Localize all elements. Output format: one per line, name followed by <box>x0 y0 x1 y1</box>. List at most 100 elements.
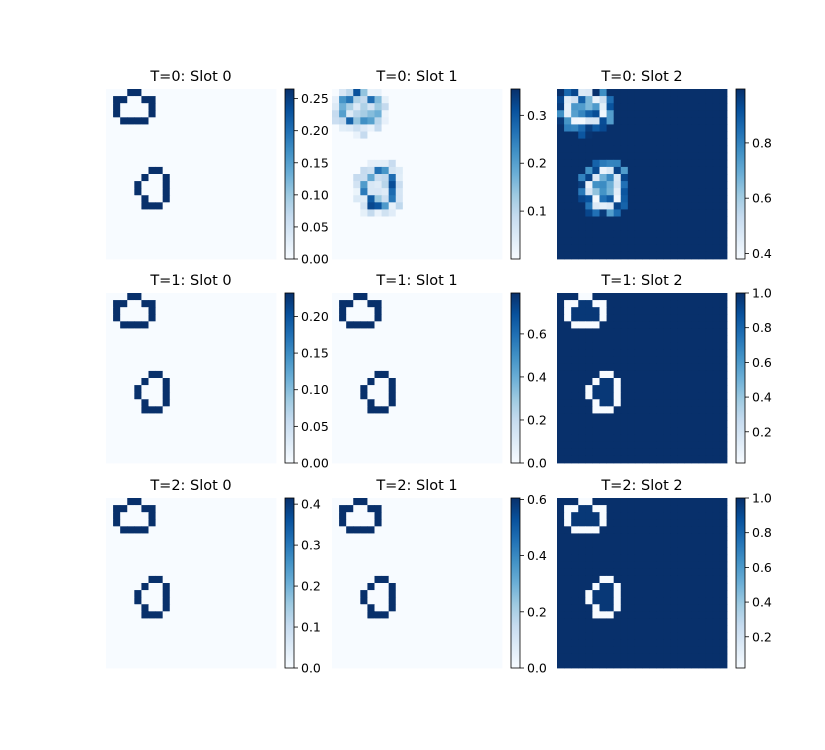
heatmap-cell <box>719 110 728 118</box>
heatmap-cell <box>705 124 714 132</box>
heatmap-cell <box>473 512 482 520</box>
heatmap-cell <box>155 540 164 548</box>
heatmap-cell <box>127 420 135 428</box>
heatmap-cell <box>712 363 721 372</box>
heatmap-cell <box>360 441 368 450</box>
heatmap-cell <box>106 300 114 308</box>
heatmap-cell <box>268 103 277 111</box>
heatmap-cell <box>466 547 475 556</box>
heatmap-cell <box>113 166 121 175</box>
heatmap-cell <box>613 131 622 139</box>
heatmap-cell <box>677 223 685 232</box>
heatmap-cell <box>198 547 206 556</box>
heatmap-cell <box>141 392 149 400</box>
heatmap-cell <box>261 300 270 308</box>
heatmap-cell <box>473 604 482 612</box>
heatmap-cell <box>487 335 496 343</box>
heatmap-cell <box>162 195 171 203</box>
heatmap-cell <box>705 554 714 563</box>
heatmap-cell <box>431 561 439 570</box>
heatmap-cell <box>599 363 607 372</box>
heatmap-cell <box>691 223 700 232</box>
heatmap-cell <box>374 434 382 443</box>
heatmap-cell <box>705 434 714 443</box>
heatmap-cell <box>459 145 467 154</box>
heatmap-cell <box>634 399 643 407</box>
heatmap-cell <box>649 399 657 407</box>
heatmap-cell <box>332 413 340 421</box>
heatmap-cell <box>240 512 249 520</box>
heatmap-cell <box>592 519 600 527</box>
heatmap-cell <box>106 590 114 598</box>
heatmap-cell <box>627 138 636 147</box>
heatmap-cell <box>268 632 277 641</box>
heatmap-cell <box>367 639 375 648</box>
heatmap-cell <box>169 188 178 196</box>
heatmap-cell <box>620 96 629 104</box>
heatmap-cell <box>254 96 263 104</box>
heatmap-cell <box>106 223 114 232</box>
heatmap-cell <box>494 314 503 322</box>
heatmap-cell <box>480 335 489 343</box>
heatmap-cell <box>402 434 411 443</box>
heatmap-cell <box>395 307 404 315</box>
heatmap-cell <box>487 660 496 669</box>
heatmap-cell <box>564 103 572 111</box>
heatmap-cell <box>606 145 615 154</box>
heatmap-cell <box>191 519 199 527</box>
heatmap-cell <box>141 209 149 217</box>
heatmap-cell <box>367 321 375 329</box>
heatmap-cell <box>254 131 263 139</box>
heatmap-cell <box>445 124 453 132</box>
heatmap-cell <box>353 110 361 118</box>
heatmap-cell <box>649 448 657 457</box>
heatmap-cell <box>466 561 475 570</box>
heatmap-cell <box>353 174 361 182</box>
heatmap-cell <box>402 611 411 619</box>
heatmap-cell <box>402 166 411 175</box>
heatmap-cell <box>719 300 728 308</box>
heatmap-cell <box>395 653 404 662</box>
heatmap-cell <box>388 646 397 655</box>
heatmap-cell <box>663 413 671 421</box>
heatmap-cell <box>374 110 382 118</box>
heatmap-cell <box>698 181 707 189</box>
heatmap-cell <box>417 561 425 570</box>
heatmap-cell <box>353 202 361 210</box>
heatmap-cell <box>599 152 607 161</box>
heatmap-cell <box>684 174 692 182</box>
heatmap-cell <box>176 554 185 563</box>
heatmap-cell <box>606 547 615 556</box>
heatmap-cell <box>191 244 199 253</box>
heatmap-cell <box>261 174 270 182</box>
heatmap-cell <box>409 448 418 457</box>
heatmap-cell <box>487 378 496 386</box>
heatmap-cell <box>113 335 121 343</box>
heatmap-cell <box>205 244 213 253</box>
heatmap-cell <box>445 223 453 232</box>
heatmap-cell <box>261 554 270 563</box>
heatmap-cell <box>670 561 678 570</box>
heatmap-cell <box>445 583 453 591</box>
heatmap-cell <box>374 216 382 224</box>
heatmap-cell <box>487 618 496 626</box>
heatmap-cell <box>346 611 354 619</box>
heatmap-cell <box>226 590 234 598</box>
heatmap-cell <box>141 230 149 239</box>
heatmap-cell <box>684 561 692 570</box>
heatmap-cell <box>162 342 171 351</box>
heatmap-cell <box>233 110 241 118</box>
heatmap-cell <box>183 554 192 563</box>
heatmap-cell <box>487 244 496 253</box>
heatmap-cell <box>466 611 475 619</box>
heatmap-cell <box>183 561 192 570</box>
heatmap-cell <box>169 356 178 365</box>
heatmap-cell <box>480 625 489 633</box>
heatmap-cell <box>381 363 390 372</box>
panel-title: T=2: Slot 1 <box>375 478 457 494</box>
heatmap-cell <box>367 505 375 513</box>
heatmap-cell <box>417 216 425 224</box>
heatmap-cell <box>191 96 199 104</box>
heatmap-cell <box>719 448 728 457</box>
heatmap-cell <box>169 646 178 655</box>
